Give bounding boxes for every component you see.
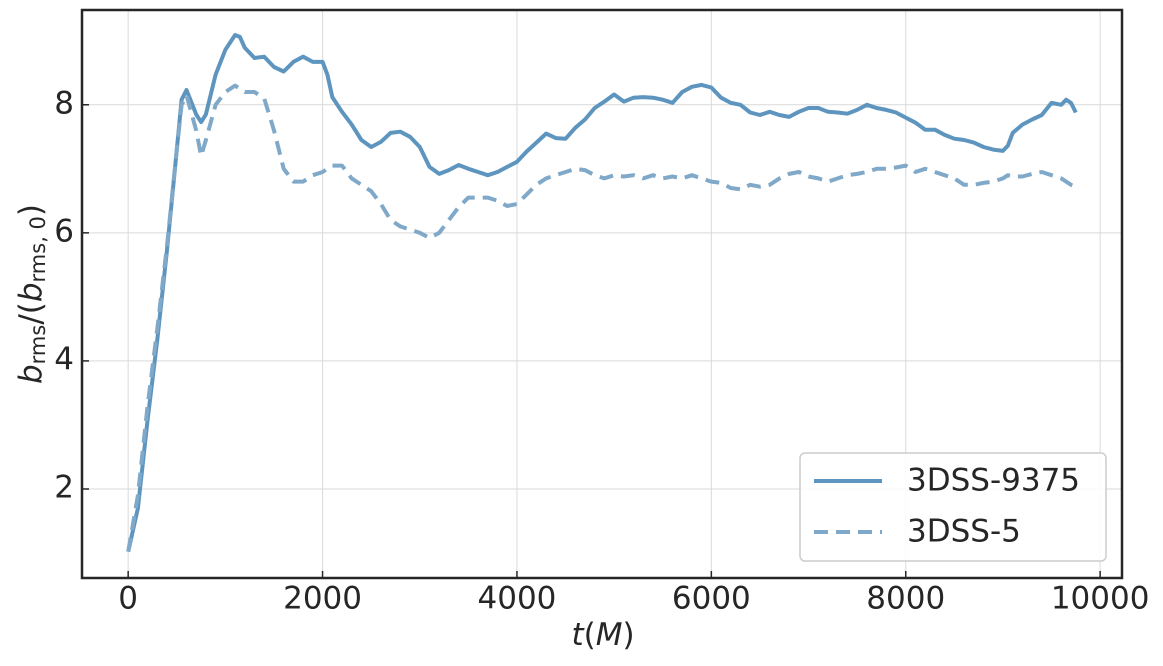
y-label-part: b (13, 282, 49, 302)
y-tick-label: 4 (54, 341, 74, 377)
y-tick-label: 6 (54, 213, 74, 249)
series-line (126, 83, 1077, 553)
x-tick-label: 10000 (1051, 581, 1150, 617)
x-tick-label: 0 (118, 581, 138, 617)
legend-label: 3DSS-5 (907, 514, 1021, 550)
y-axis-label: brms/(brms, 0) (13, 204, 51, 384)
y-label-part: rms (26, 325, 50, 365)
x-label-part: ( (584, 617, 596, 653)
legend: 3DSS-9375 3DSS-5 (799, 452, 1107, 562)
plot-frame (80, 8, 1124, 580)
x-label-part: ) (622, 617, 634, 653)
x-tick-label: 2000 (283, 581, 362, 617)
y-label-part: ) (13, 204, 49, 216)
x-label-part: t (571, 617, 585, 653)
y-label-part: b (13, 364, 49, 384)
legend-label: 3DSS-9375 (907, 463, 1080, 499)
x-tick-label: 4000 (478, 581, 557, 617)
y-tick-label: 2 (54, 469, 74, 505)
y-label-part: rms, 0 (26, 216, 50, 282)
y-tick-label: 8 (54, 85, 74, 121)
x-axis-label: t(M) (571, 617, 634, 653)
x-tick-label: 6000 (672, 581, 751, 617)
series-line (126, 33, 1078, 553)
y-label-part: /( (13, 302, 49, 325)
x-tick-label: 8000 (866, 581, 945, 617)
x-label-part: M (596, 617, 623, 653)
